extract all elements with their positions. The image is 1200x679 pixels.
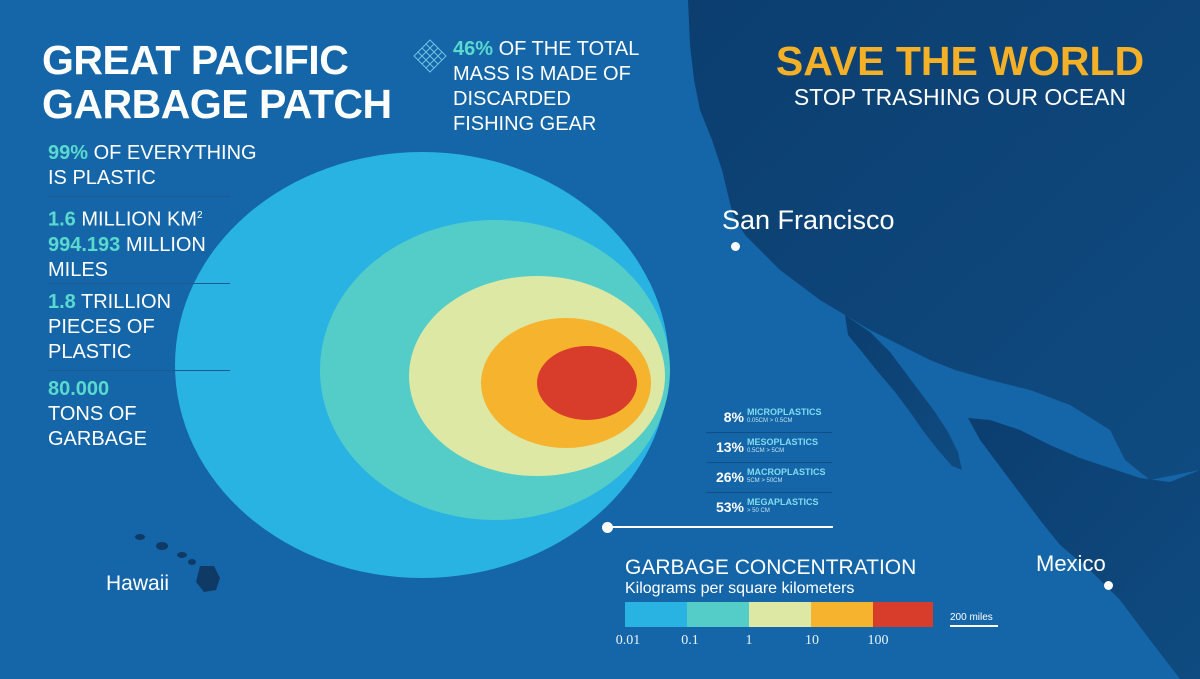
- ring-100: [537, 346, 637, 420]
- divider: [706, 432, 832, 433]
- stat-tons: 80.000 TONS OF GARBAGE: [48, 377, 147, 452]
- superscript: 2: [196, 210, 203, 221]
- legend-swatch: [811, 602, 873, 627]
- label-mexico: Mexico: [1036, 551, 1106, 576]
- title-line-2: GARBAGE PATCH: [42, 81, 392, 127]
- legend-tick: 0.01: [615, 633, 641, 648]
- hawaii-islands: [135, 534, 220, 592]
- stat-text: PIECES OF: [48, 316, 155, 338]
- breakdown-pct: 13%: [715, 439, 744, 455]
- mexico-mainland: [968, 418, 1200, 679]
- divider: [706, 492, 832, 493]
- stat-value: 99%: [48, 142, 89, 164]
- stat-text: PLASTIC: [48, 341, 132, 363]
- fact-text: MASS IS MADE OF: [453, 63, 631, 85]
- fact-text: DISCARDED: [453, 88, 571, 110]
- label-san-francisco: San Francisco: [722, 205, 895, 235]
- stat-value: 80.000: [48, 378, 110, 400]
- scale-bar: [950, 625, 998, 627]
- fact-text: FISHING GEAR: [453, 113, 597, 135]
- breakdown-size: > 50 CM: [747, 508, 770, 514]
- breakdown-name: MACROPLASTICS: [747, 467, 826, 477]
- label-hawaii: Hawaii: [106, 572, 170, 595]
- baja-peninsula: [845, 315, 962, 470]
- divider: [706, 462, 832, 463]
- legend-subtitle: Kilograms per square kilometers: [625, 580, 855, 597]
- stat-text: MILLION: [120, 233, 206, 256]
- legend-title: GARBAGE CONCENTRATION: [625, 556, 917, 579]
- scale-bar-label: 200 miles: [950, 612, 993, 623]
- breakdown-row: 26% MACROPLASTICS 5CM > 50CM: [706, 463, 832, 493]
- legend-tick: 0.1: [681, 633, 699, 648]
- breakdown-row: 53% MEGAPLASTICS > 50 CM: [706, 493, 832, 523]
- fishing-gear-fact: 46% OF THE TOTAL MASS IS MADE OF DISCARD…: [453, 37, 693, 137]
- stat-text: TONS OF: [48, 403, 137, 425]
- legend-swatch: [749, 602, 811, 627]
- stat-area: 1.6 MILLION KM2 994.193 MILLION MILES: [48, 203, 206, 283]
- stat-value: 1.6: [48, 208, 76, 231]
- stat-text: MILES: [48, 258, 109, 281]
- north-america-land: [688, 0, 1200, 480]
- page-title: GREAT PACIFIC GARBAGE PATCH: [42, 38, 392, 126]
- fishing-net-icon: [413, 39, 447, 73]
- breakdown-name: MESOPLASTICS: [747, 437, 819, 447]
- stat-text: TRILLION: [75, 291, 172, 313]
- title-line-1: GREAT PACIFIC: [42, 37, 349, 83]
- breakdown-size: 0.5CM > 5CM: [747, 448, 785, 454]
- legend-tick: 100: [867, 633, 889, 648]
- headline-title: SAVE THE WORLD: [775, 38, 1145, 84]
- legend-tick: 10: [805, 633, 819, 648]
- breakdown-size: 0.05CM > 0.5CM: [747, 418, 793, 424]
- legend-swatch: [873, 602, 933, 627]
- divider: [48, 283, 230, 284]
- patch-marker: [602, 522, 613, 533]
- legend-swatch: [687, 602, 749, 627]
- stat-text: IS PLASTIC: [48, 167, 156, 189]
- breakdown-row: 13% MESOPLASTICS 0.5CM > 5CM: [706, 433, 832, 463]
- stat-text: OF EVERYTHING: [88, 142, 257, 164]
- stat-pieces: 1.8 TRILLION PIECES OF PLASTIC: [48, 290, 171, 365]
- marker-mexico: [1104, 581, 1113, 590]
- garbage-patch-concentration-rings: [175, 152, 670, 578]
- divider: [48, 196, 230, 197]
- stat-value: 1.8: [48, 291, 76, 313]
- breakdown-pct: 53%: [715, 499, 744, 515]
- headline-subtitle: STOP TRASHING OUR OCEAN: [793, 84, 1127, 110]
- legend-swatch: [625, 602, 687, 627]
- stat-text: MILLION KM: [75, 208, 197, 231]
- breakdown-row: 8% MICROPLASTICS 0.05CM > 0.5CM: [706, 403, 832, 433]
- breakdown-name: MEGAPLASTICS: [747, 497, 819, 507]
- stat-text: GARBAGE: [48, 428, 147, 450]
- breakdown-name: MICROPLASTICS: [747, 407, 822, 417]
- breakdown-pct: 26%: [715, 469, 744, 485]
- divider: [48, 370, 230, 371]
- fact-value: 46%: [453, 38, 494, 60]
- marker-san-francisco: [731, 242, 740, 251]
- stat-plastic-share: 99% OF EVERYTHING IS PLASTIC: [48, 141, 257, 191]
- stat-value: 994.193: [48, 233, 121, 256]
- legend-tick: 1: [745, 633, 753, 648]
- fact-text: OF THE TOTAL: [493, 38, 640, 60]
- breakdown-pct: 8%: [723, 409, 744, 425]
- breakdown-size: 5CM > 50CM: [747, 478, 783, 484]
